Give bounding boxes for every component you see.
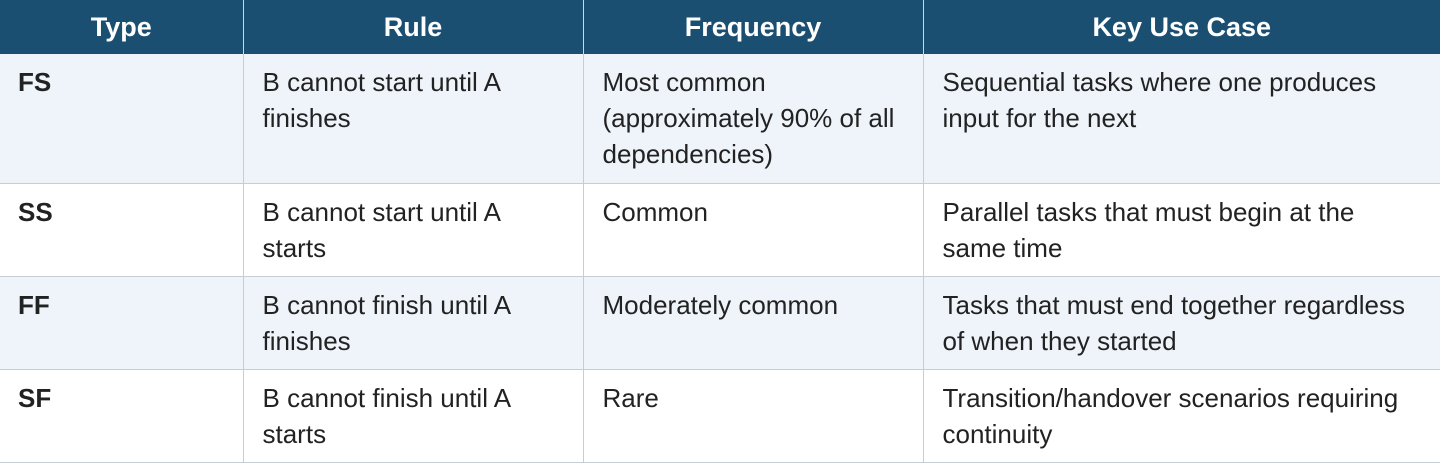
cell-frequency: Common <box>582 183 923 277</box>
table-row: SF B cannot finish until A starts Rare T… <box>0 369 1440 463</box>
cell-rule: B cannot start until A finishes <box>242 54 583 184</box>
header-rule: Rule <box>242 0 583 54</box>
header-key-use-case: Key Use Case <box>922 0 1440 54</box>
cell-frequency: Moderately common <box>582 276 923 370</box>
cell-frequency: Rare <box>582 369 923 463</box>
table-header: Type Rule Frequency Key Use Case <box>0 0 1440 54</box>
cell-rule: B cannot start until A starts <box>242 183 583 277</box>
table-row: FS B cannot start until A finishes Most … <box>0 54 1440 184</box>
header-type: Type <box>0 0 243 54</box>
cell-use-case: Parallel tasks that must begin at the sa… <box>922 183 1440 277</box>
cell-type: SF <box>0 369 243 463</box>
table-row: SS B cannot start until A starts Common … <box>0 183 1440 277</box>
cell-rule: B cannot finish until A starts <box>242 369 583 463</box>
header-row: Type Rule Frequency Key Use Case <box>0 0 1440 54</box>
table-body: FS B cannot start until A finishes Most … <box>0 54 1440 463</box>
cell-use-case: Transition/handover scenarios requiring … <box>922 369 1440 463</box>
cell-rule: B cannot finish until A finishes <box>242 276 583 370</box>
cell-use-case: Sequential tasks where one produces inpu… <box>922 54 1440 184</box>
cell-type: SS <box>0 183 243 277</box>
table-row: FF B cannot finish until A finishes Mode… <box>0 276 1440 370</box>
header-frequency: Frequency <box>582 0 923 54</box>
cell-frequency: Most common (approximately 90% of all de… <box>582 54 923 184</box>
cell-type: FF <box>0 276 243 370</box>
cell-type: FS <box>0 54 243 184</box>
cell-use-case: Tasks that must end together regardless … <box>922 276 1440 370</box>
